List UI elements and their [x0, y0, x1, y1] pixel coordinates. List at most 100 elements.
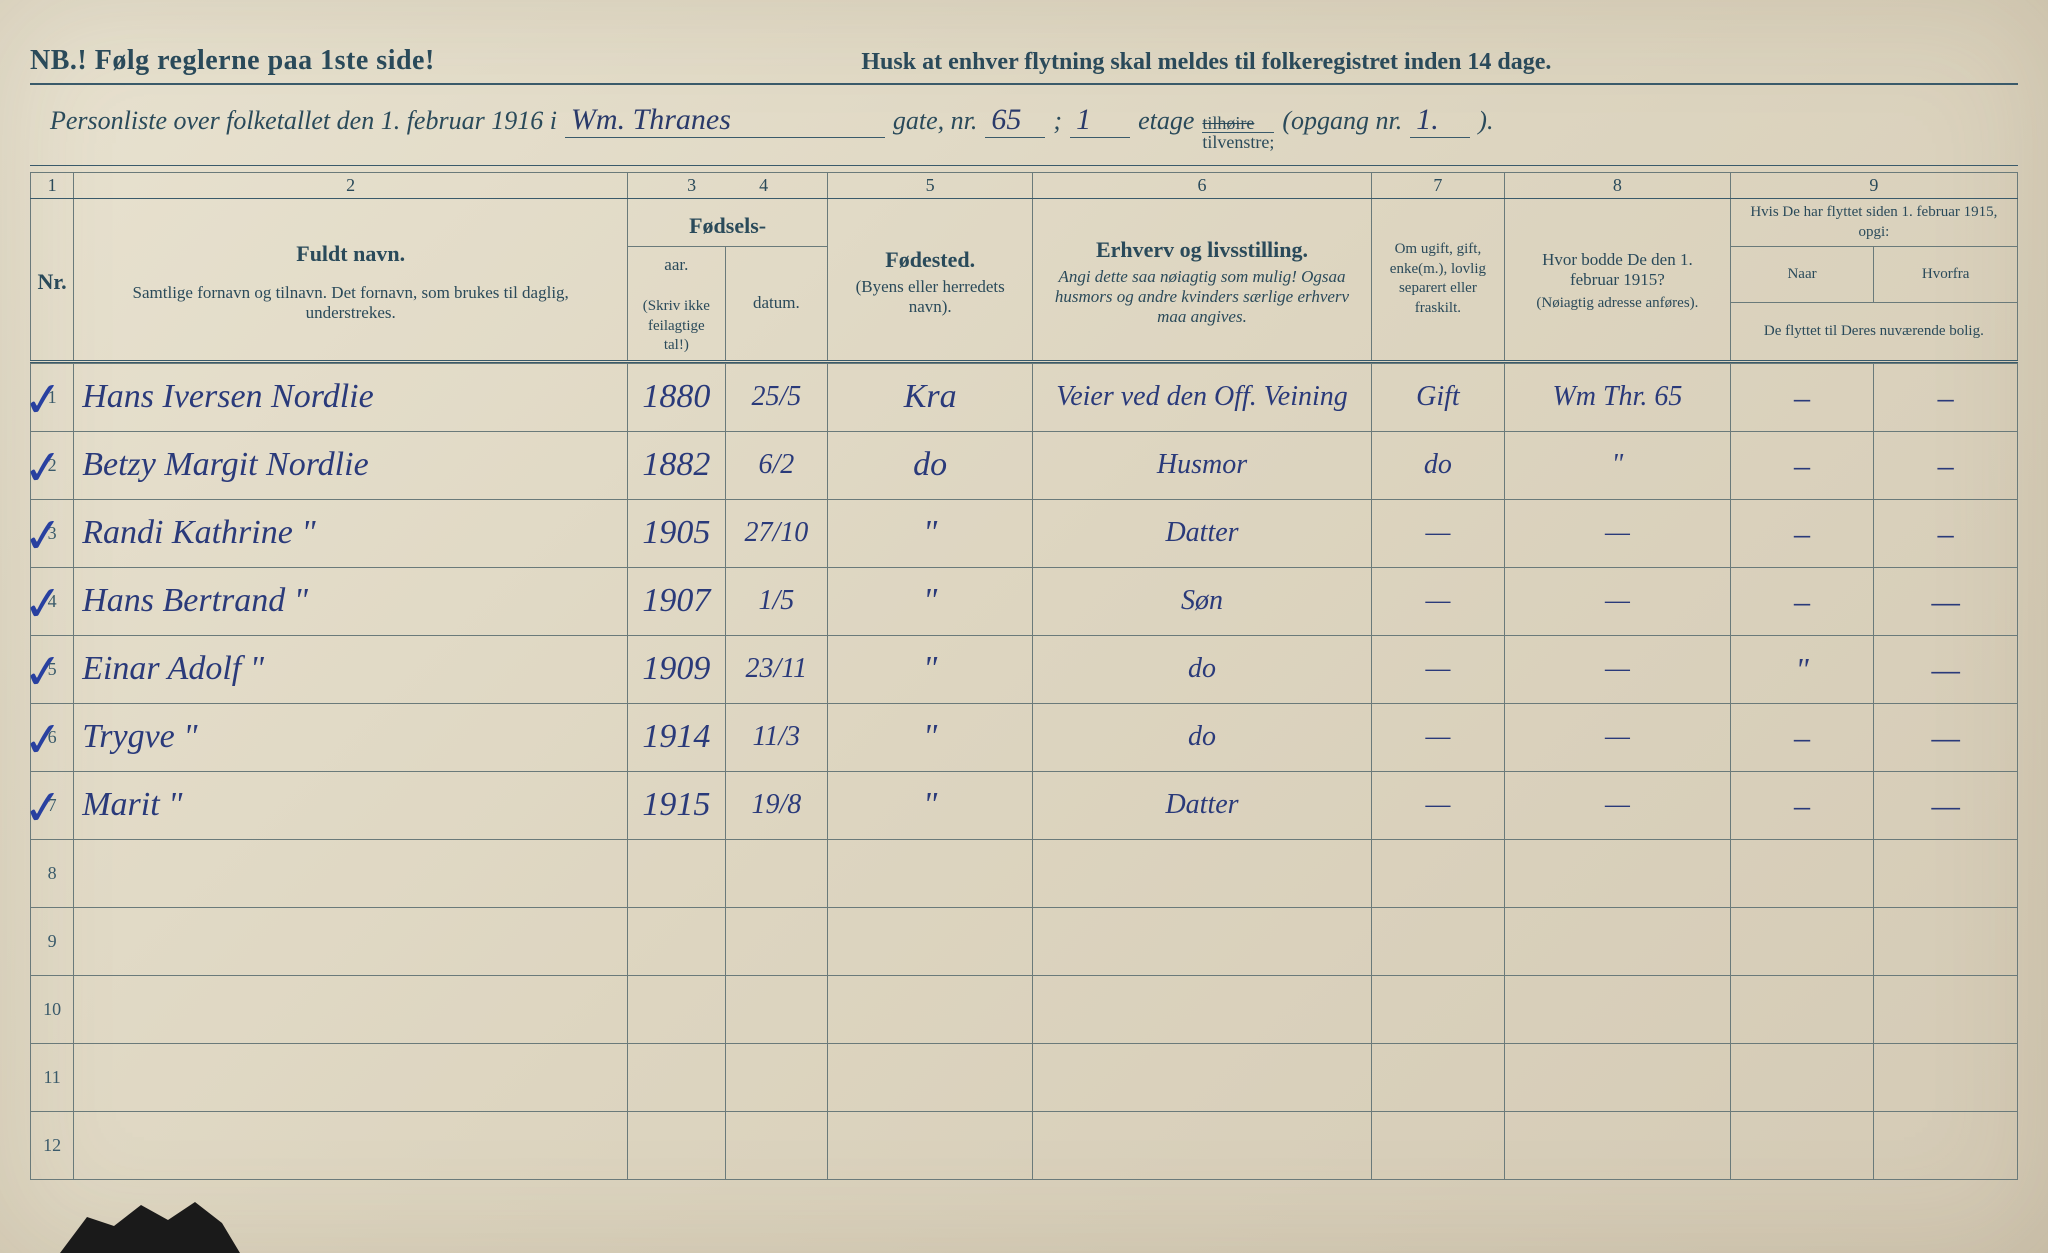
- colnum-8: 8: [1505, 173, 1731, 199]
- row-place: do: [828, 431, 1033, 499]
- table-row-empty: 9: [31, 907, 2018, 975]
- hdr-prev-main: Hvor bodde De den 1. februar 1915?: [1511, 246, 1724, 294]
- table-row: ✓6Trygve "191411/3"do——–—: [31, 703, 2018, 771]
- row-year: 1915: [628, 771, 725, 839]
- row-year: 1905: [628, 499, 725, 567]
- hdr-occ-main: Erhverv og livsstilling.: [1039, 227, 1364, 263]
- data-body: ✓1Hans Iversen Nordlie188025/5KraVeier v…: [31, 363, 2018, 839]
- row-nr: ✓5: [31, 635, 74, 703]
- row-year: 1909: [628, 635, 725, 703]
- row-moved-from: –: [1874, 431, 2018, 499]
- row-prev-addr: —: [1505, 499, 1731, 567]
- hdr-year-label: aar.: [634, 251, 718, 279]
- table-row-empty: 11: [31, 1043, 2018, 1111]
- row-moved-when: –: [1730, 703, 1874, 771]
- row-nr: ✓4: [31, 567, 74, 635]
- census-table: 1 2 3 4 5 6 7 8 9 Nr. Fuldt navn. Samtli…: [30, 172, 2018, 1180]
- row-nr: ✓2: [31, 431, 74, 499]
- row-occupation: do: [1033, 703, 1371, 771]
- row-moved-when: ": [1730, 635, 1874, 703]
- row-moved-from: —: [1874, 703, 2018, 771]
- row-nr: 10: [31, 975, 74, 1043]
- hdr-occupation: Erhverv og livsstilling. Angi dette saa …: [1033, 199, 1371, 362]
- row-prev-addr: ": [1505, 431, 1731, 499]
- checkmark-icon: ✓: [21, 642, 66, 701]
- row-moved-when: –: [1730, 771, 1874, 839]
- colnum-2: 2: [74, 173, 628, 199]
- row-place: ": [828, 635, 1033, 703]
- table-row: ✓4Hans Bertrand "19071/5"Søn——–—: [31, 567, 2018, 635]
- table-row: ✓1Hans Iversen Nordlie188025/5KraVeier v…: [31, 363, 2018, 431]
- row-nr: ✓3: [31, 499, 74, 567]
- row-status: —: [1371, 703, 1504, 771]
- checkmark-icon: ✓: [21, 438, 66, 497]
- row-moved-from: —: [1874, 771, 2018, 839]
- close-paren: ).: [1478, 106, 1493, 136]
- etage-nr: 1: [1070, 103, 1130, 138]
- checkmark-icon: ✓: [21, 778, 66, 837]
- row-year: 1882: [628, 431, 725, 499]
- colnum-1: 1: [31, 173, 74, 199]
- checkmark-icon: ✓: [21, 710, 66, 769]
- hdr-prev: Hvor bodde De den 1. februar 1915? (Nøia…: [1505, 199, 1731, 362]
- colnum-34: 3 4: [628, 173, 828, 199]
- row-name: Trygve ": [74, 703, 628, 771]
- checkmark-icon: ✓: [21, 370, 66, 429]
- row-occupation: Søn: [1033, 567, 1371, 635]
- hdr-birthplace-sub: (Byens eller herredets navn).: [834, 273, 1026, 321]
- table-row: ✓7Marit "191519/8"Datter——–—: [31, 771, 2018, 839]
- row-year: 1914: [628, 703, 725, 771]
- row-name: Randi Kathrine ": [74, 499, 628, 567]
- row-occupation: do: [1033, 635, 1371, 703]
- hdr-name: Fuldt navn. Samtlige fornavn og tilnavn.…: [74, 199, 628, 362]
- row-status: —: [1371, 499, 1504, 567]
- row-occupation: Veier ved den Off. Veining: [1033, 363, 1371, 431]
- row-name: Marit ": [74, 771, 628, 839]
- row-nr: 8: [31, 839, 74, 907]
- table-row-empty: 8: [31, 839, 2018, 907]
- row-occupation: Datter: [1033, 499, 1371, 567]
- row-place: ": [828, 499, 1033, 567]
- opgang-nr: 1.: [1410, 103, 1470, 138]
- hdr-hvorfra: Hvorfra: [1874, 247, 2018, 303]
- row-date: 1/5: [725, 567, 828, 635]
- opgang-label: (opgang nr.: [1282, 106, 1402, 136]
- hdr-birthplace: Fødested. (Byens eller herredets navn).: [828, 199, 1033, 362]
- column-number-row: 1 2 3 4 5 6 7 8 9: [31, 173, 2018, 199]
- hdr-year: aar. (Skriv ikke feilagtige tal!): [628, 247, 725, 362]
- hdr-occ-sub: Angi dette saa nøiagtig som mulig! Ogsaa…: [1039, 263, 1364, 331]
- table-row: ✓3Randi Kathrine "190527/10"Datter——––: [31, 499, 2018, 567]
- table-row: ✓2Betzy Margit Nordlie18826/2doHusmordo"…: [31, 431, 2018, 499]
- row-occupation: Husmor: [1033, 431, 1371, 499]
- header-row-1: Nr. Fuldt navn. Samtlige fornavn og tiln…: [31, 199, 2018, 247]
- row-moved-when: –: [1730, 499, 1874, 567]
- hdr-status: Om ugift, gift, enke(m.), lovlig separer…: [1371, 199, 1504, 362]
- row-moved-from: —: [1874, 635, 2018, 703]
- row-name: Hans Bertrand ": [74, 567, 628, 635]
- table-row-empty: 12: [31, 1111, 2018, 1179]
- row-nr: ✓6: [31, 703, 74, 771]
- torn-corner: [60, 1193, 240, 1253]
- row-name: Hans Iversen Nordlie: [74, 363, 628, 431]
- row-moved-when: –: [1730, 363, 1874, 431]
- row-date: 23/11: [725, 635, 828, 703]
- reminder-text: Husk at enhver flytning skal meldes til …: [861, 49, 1551, 76]
- hdr-moved-sub: De flyttet til Deres nuværende bolig.: [1730, 303, 2017, 361]
- hdr-moved-main: Hvis De har flyttet siden 1. februar 191…: [1730, 199, 2017, 247]
- row-status: —: [1371, 635, 1504, 703]
- row-nr: 12: [31, 1111, 74, 1179]
- hdr-date: datum.: [725, 247, 828, 362]
- row-date: 6/2: [725, 431, 828, 499]
- row-date: 19/8: [725, 771, 828, 839]
- hdr-birth: Fødsels-: [628, 199, 828, 247]
- empty-body: 89101112: [31, 839, 2018, 1179]
- row-nr: ✓7: [31, 771, 74, 839]
- tilvenstre: tilvenstre;: [1202, 132, 1274, 151]
- gate-nr: 65: [985, 103, 1045, 138]
- hdr-year-note: (Skriv ikke feilagtige tal!): [634, 297, 718, 356]
- row-moved-from: –: [1874, 363, 2018, 431]
- row-moved-when: –: [1730, 567, 1874, 635]
- colnum-7: 7: [1371, 173, 1504, 199]
- row-name: Einar Adolf ": [74, 635, 628, 703]
- etage-label: etage: [1138, 106, 1194, 136]
